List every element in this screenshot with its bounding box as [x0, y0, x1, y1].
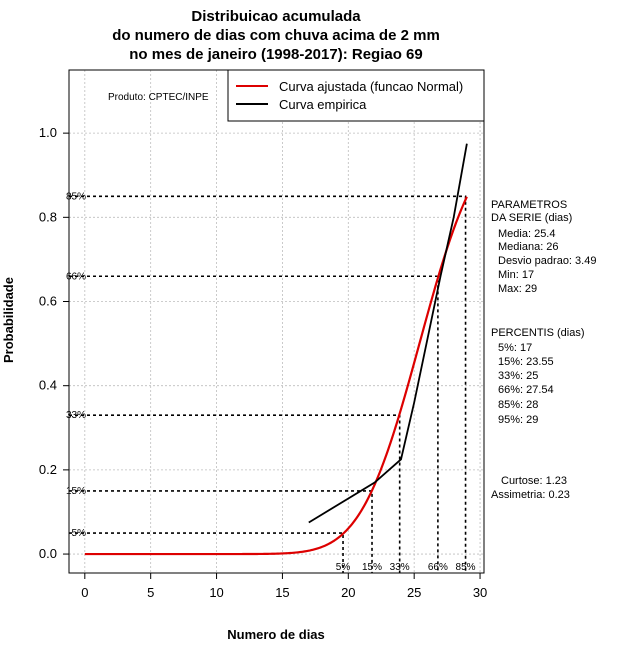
parametros-panel: PARAMETROS DA SERIE (dias) Media: 25.4 M…: [491, 199, 596, 295]
x-tick-label: 15: [275, 585, 289, 600]
chart-title-line-3: no mes de janeiro (1998-2017): Regiao 69: [129, 46, 422, 63]
percentile-y-label: 5%: [72, 528, 87, 539]
percentile-x-label: 15%: [362, 562, 382, 573]
x-tick-label: 20: [341, 585, 355, 600]
parametros-heading-1: PARAMETROS: [491, 199, 567, 211]
x-tick-label: 30: [473, 585, 487, 600]
grid: [69, 70, 484, 573]
y-tick-label: 1.0: [39, 125, 57, 140]
percentile-line: [69, 275, 439, 573]
percentile-x-label: 33%: [390, 562, 410, 573]
plot-frame: [68, 69, 485, 574]
credit-text: Produto: CPTEC/INPE: [108, 92, 209, 103]
shape-panel: Curtose: 1.23 Assimetria: 0.23: [491, 475, 570, 501]
legend-label-empirical: Curva empirica: [279, 97, 367, 112]
percentis-heading: PERCENTIS (dias): [491, 327, 585, 339]
parametros-min: Min: 17: [498, 269, 534, 281]
fitted-normal-curve: [84, 196, 468, 556]
legend: Curva ajustada (funcao Normal) Curva emp…: [227, 69, 485, 122]
x-tick-label: 25: [407, 585, 421, 600]
percentil-item: 66%: 27.54: [498, 384, 554, 396]
percentile-reference-lines: [69, 195, 467, 573]
chart-title-line-2: do numero de dias com chuva acima de 2 m…: [112, 27, 440, 44]
percentile-y-label: 85%: [66, 191, 86, 202]
percentil-item: 33%: 25: [498, 370, 538, 382]
percentile-y-label: 15%: [66, 486, 86, 497]
x-tick-label: 0: [81, 585, 88, 600]
y-tick-label: 0.4: [39, 378, 57, 393]
percentile-line: [69, 490, 373, 573]
legend-box: [227, 69, 485, 122]
percentil-item: 95%: 29: [498, 414, 538, 426]
y-tick-label: 0.8: [39, 209, 57, 224]
percentile-y-label: 33%: [66, 410, 86, 421]
x-axis-title: Numero de dias: [227, 627, 325, 642]
y-tick-label: 0.0: [39, 546, 57, 561]
percentile-labels: 5% 5% 15% 15% 33% 33% 66% 66% 85% 85%: [66, 191, 476, 573]
parametros-heading-2: DA SERIE (dias): [491, 212, 572, 224]
percentile-x-label: 66%: [428, 562, 448, 573]
parametros-max: Max: 29: [498, 283, 537, 295]
percentile-line: [69, 195, 467, 573]
assimetria-text: Assimetria: 0.23: [491, 489, 570, 501]
chart-title-line-1: Distribuicao acumulada: [191, 8, 361, 25]
legend-label-fitted: Curva ajustada (funcao Normal): [279, 79, 463, 94]
percentile-x-label: 5%: [336, 562, 351, 573]
x-tick-label: 10: [209, 585, 223, 600]
percentile-line: [69, 414, 401, 573]
percentile-y-label: 66%: [66, 271, 86, 282]
percentil-item: 85%: 28: [498, 399, 538, 411]
axes: 0 5 10 15 20 25 30 0.0 0.2 0.4 0.6 0.8 1.0: [39, 125, 487, 600]
percentil-item: 15%: 23.55: [498, 356, 554, 368]
percentile-x-label: 85%: [456, 562, 476, 573]
percentile-line: [69, 532, 344, 573]
parametros-mediana: Mediana: 26: [498, 241, 559, 253]
percentis-panel: PERCENTIS (dias) 5%: 17 15%: 23.55 33%: …: [491, 327, 585, 426]
empirical-curve: [308, 143, 468, 524]
parametros-desvio: Desvio padrao: 3.49: [498, 255, 596, 267]
curtose-text: Curtose: 1.23: [501, 475, 567, 487]
parametros-media: Media: 25.4: [498, 228, 555, 240]
data-series: [84, 143, 468, 556]
x-tick-label: 5: [147, 585, 154, 600]
y-tick-label: 0.6: [39, 294, 57, 309]
y-tick-label: 0.2: [39, 462, 57, 477]
y-axis-title: Probabilidade: [1, 277, 16, 363]
percentil-item: 5%: 17: [498, 342, 532, 354]
